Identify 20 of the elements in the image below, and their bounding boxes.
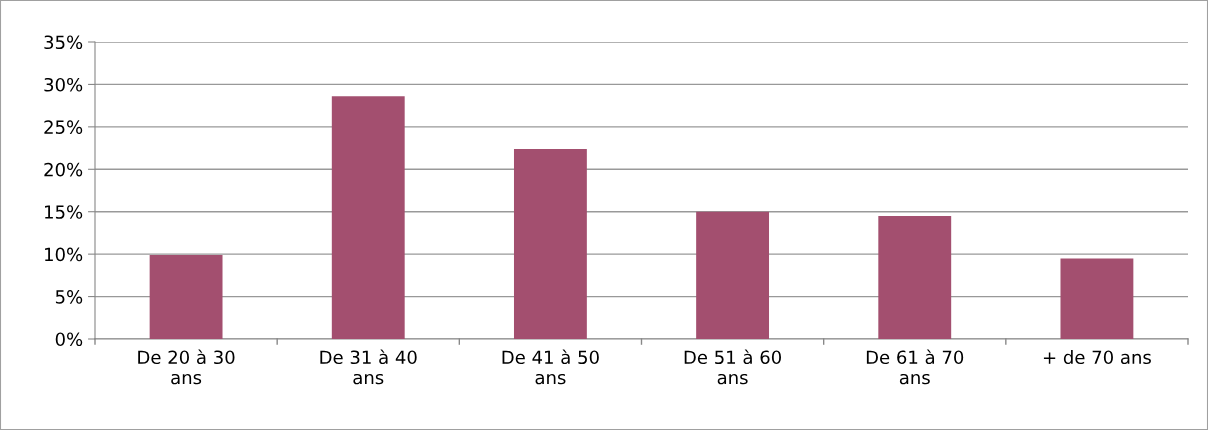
y-tick-label: 30%: [44, 77, 83, 92]
bar: [696, 211, 770, 339]
y-tick-label: 25%: [44, 120, 83, 134]
y-tick-label: 15%: [45, 205, 83, 219]
bar: [878, 215, 952, 339]
y-tick-label: 0%: [55, 332, 83, 347]
bar: [331, 96, 405, 339]
x-tick-label: De 61 à 70 ans: [866, 349, 964, 385]
x-tick-label: + de 70 ans: [1043, 350, 1151, 365]
bar: [1060, 258, 1134, 339]
x-tick-label: De 51 à 60 ans: [684, 349, 782, 385]
y-tick-label: 5%: [55, 290, 83, 304]
y-tick-label: 35%: [44, 35, 83, 50]
bar: [513, 148, 587, 339]
x-tick-label: De 20 à 30 ans: [138, 349, 235, 385]
x-tick-label: De 31 à 40 ans: [320, 349, 417, 385]
y-tick-label: 20%: [44, 162, 83, 177]
y-tick-label: 10%: [45, 247, 83, 262]
x-tick-label: De 41 à 50 ans: [502, 349, 599, 385]
bar: [149, 254, 223, 339]
